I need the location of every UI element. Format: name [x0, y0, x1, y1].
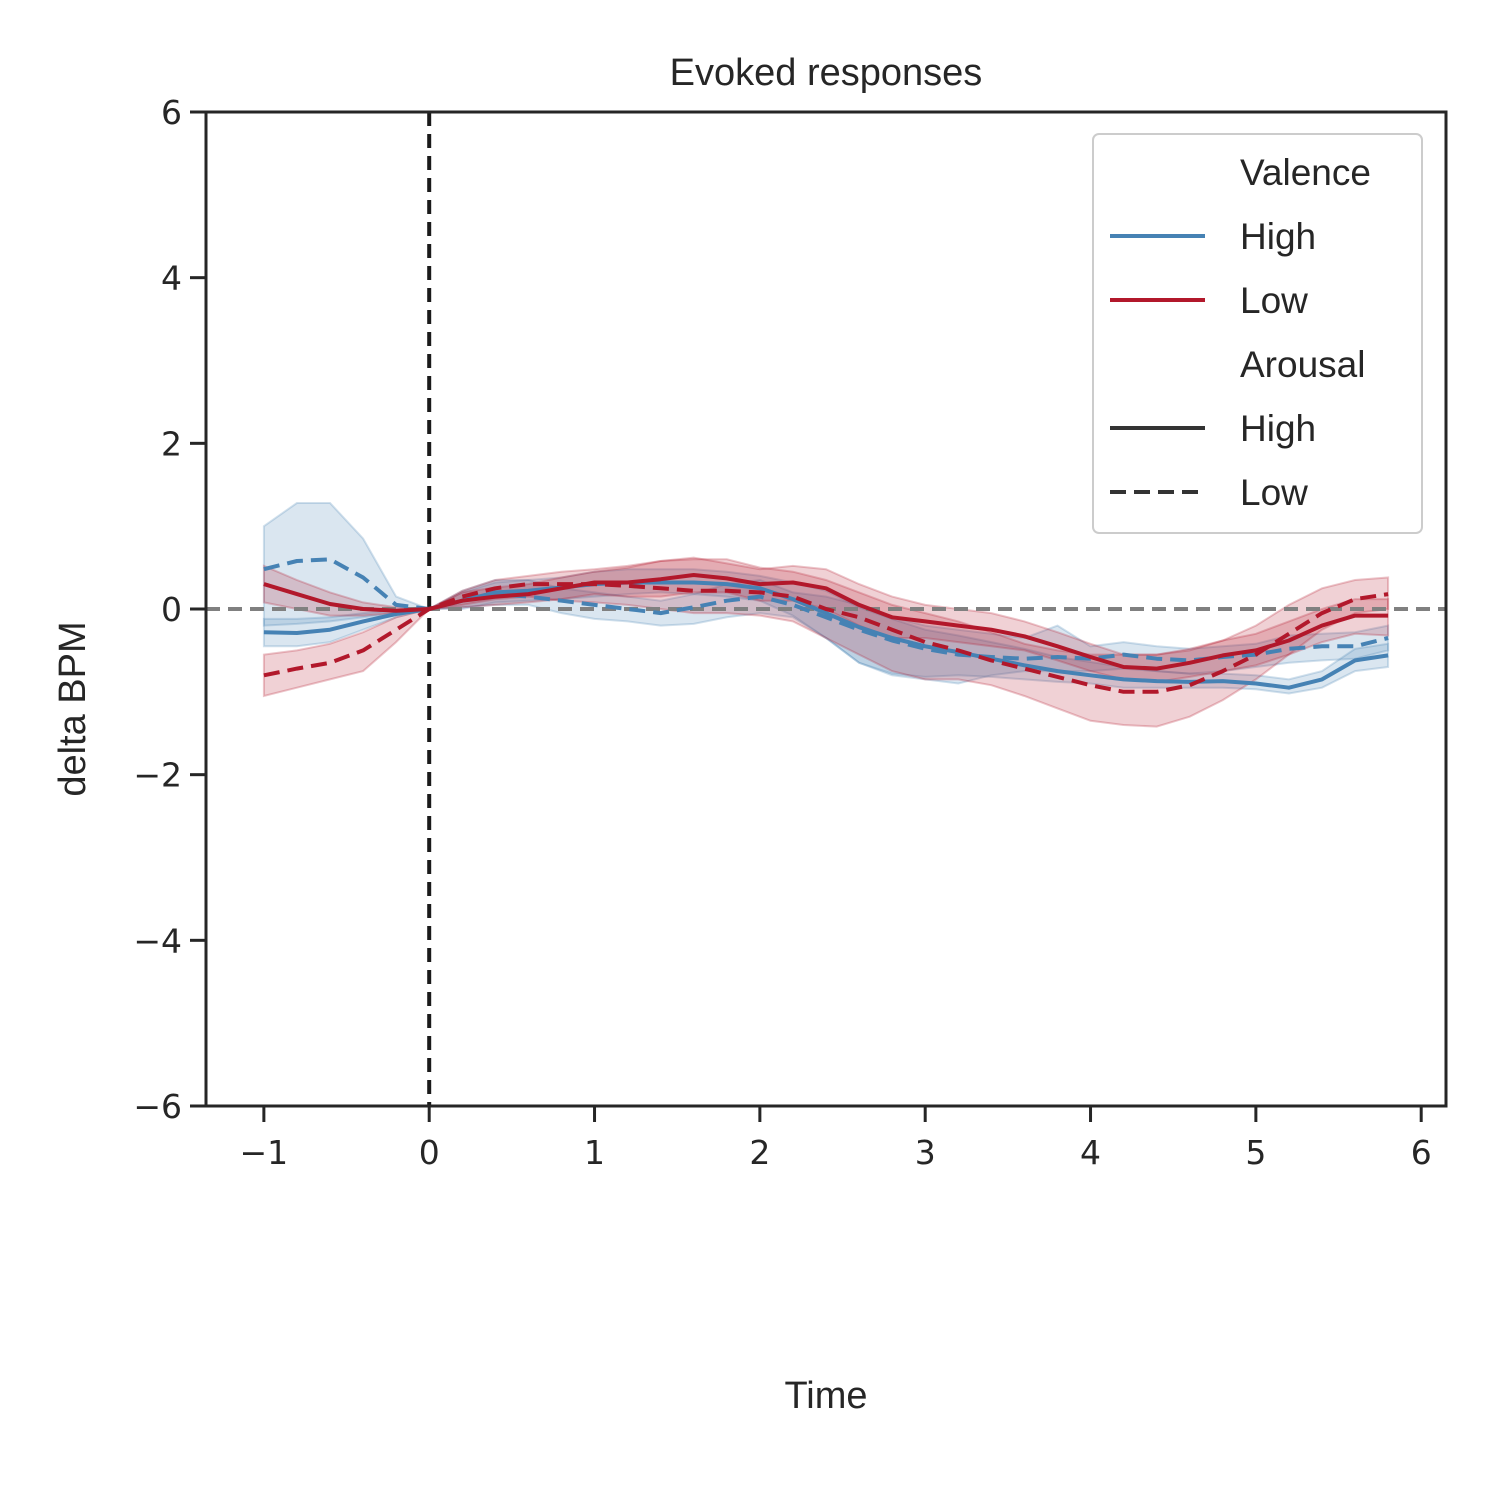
- ci-band-low-valence-low-arousal: [262, 558, 1390, 728]
- ci-band-high-valence-high-arousal: [262, 568, 1390, 695]
- series-line-low-valence-low-arousal: [263, 582, 1389, 694]
- legend-label-valence-low: Low: [1240, 280, 1308, 321]
- x-tick-label: 1: [584, 1133, 605, 1172]
- x-tick-label: 6: [1411, 1133, 1432, 1172]
- legend-label-arousal-low: Low: [1240, 472, 1308, 513]
- legend: Valence High Low Arousal High Low: [1092, 133, 1423, 534]
- y-axis-ticks: −6 −4 −2 0 2 4 6: [133, 93, 206, 1126]
- legend-section-title-valence: Valence: [1240, 152, 1371, 193]
- x-axis-ticks: −1 0 1 2 3 4 5 6: [240, 1106, 1432, 1172]
- legend-section-title-arousal: Arousal: [1240, 344, 1365, 385]
- y-tick-label: −4: [133, 921, 182, 960]
- x-tick-label: 2: [749, 1133, 770, 1172]
- x-tick-label: 4: [1080, 1133, 1101, 1172]
- legend-label-valence-high: High: [1240, 216, 1316, 257]
- x-tick-label: 3: [915, 1133, 936, 1172]
- legend-box: [1092, 133, 1423, 534]
- series-line-low-valence-high-arousal: [263, 573, 1389, 671]
- legend-label-arousal-high: High: [1240, 408, 1316, 449]
- chart-title: Evoked responses: [670, 52, 983, 94]
- series-lines: [263, 557, 1389, 694]
- y-tick-label: 2: [161, 424, 182, 463]
- x-tick-label: 5: [1245, 1133, 1266, 1172]
- x-tick-label: 0: [419, 1133, 440, 1172]
- x-axis-label: Time: [784, 1375, 867, 1417]
- y-tick-label: 0: [161, 590, 182, 629]
- x-tick-label: −1: [240, 1133, 289, 1172]
- y-tick-label: 4: [161, 259, 182, 298]
- y-tick-label: −6: [133, 1087, 182, 1126]
- y-axis-label: delta BPM: [52, 621, 94, 796]
- y-tick-label: 6: [161, 93, 182, 132]
- y-tick-label: −2: [133, 756, 182, 795]
